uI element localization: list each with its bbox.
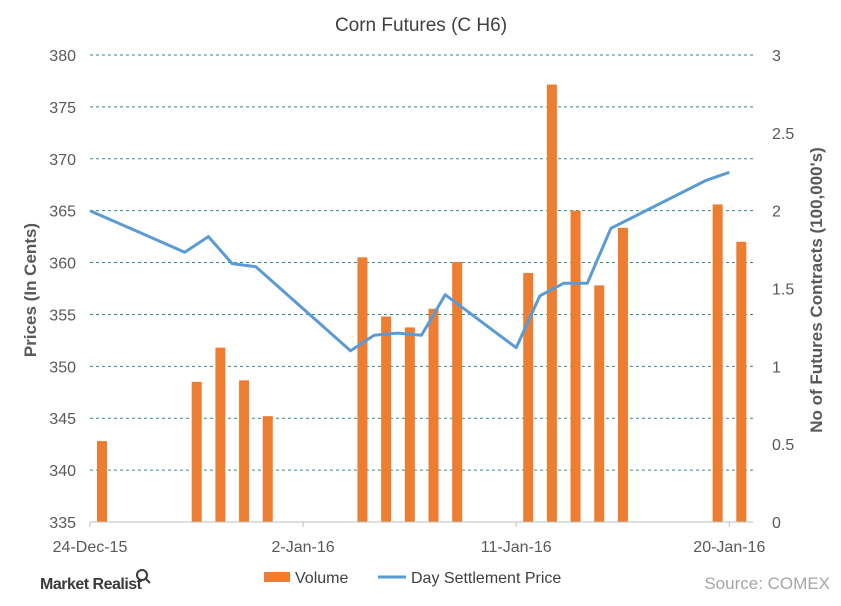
gridlines	[90, 54, 753, 471]
magnifier-handle	[145, 578, 151, 584]
volume-bar	[404, 327, 415, 522]
y-right-tick-label: 3	[772, 48, 781, 65]
legend: Volume Day Settlement Price	[264, 570, 561, 587]
volume-bar	[191, 381, 202, 522]
y-right-tick-label: 0	[772, 515, 781, 532]
legend-volume-swatch	[264, 572, 290, 582]
volume-bar	[262, 416, 273, 522]
volume-bar	[215, 347, 226, 522]
market-realist-logo: Market Realist	[40, 569, 151, 593]
y-left-tick-label: 370	[49, 152, 76, 169]
y-right-tick-label: 2.5	[772, 126, 794, 143]
volume-bar	[736, 241, 747, 523]
y-right-tick-label: 1.5	[772, 282, 794, 299]
x-tick-label: 11-Jan-16	[481, 539, 552, 556]
y-axis-right-title: No of Futures Contracts (100,000's)	[807, 147, 826, 433]
volume-bars	[97, 84, 747, 523]
volume-bar	[357, 257, 368, 522]
y-right-tick-label: 2	[772, 204, 781, 221]
logo-text: Market Realist	[40, 576, 143, 593]
volume-bar	[239, 380, 250, 522]
x-tick-label: 20-Jan-16	[693, 539, 765, 556]
y-left-tick-label: 380	[49, 48, 76, 65]
y-left-tick-label: 335	[49, 515, 76, 532]
y-right-tick-label: 1	[772, 359, 781, 376]
y-left-tick-label: 340	[49, 463, 76, 480]
volume-bar	[97, 441, 107, 522]
y-left-tick-label: 365	[49, 204, 76, 221]
y-right-tick-label: 0.5	[772, 437, 794, 454]
magnifier-icon	[136, 569, 148, 581]
volume-bar	[617, 227, 628, 523]
y-left-tick-label: 375	[49, 100, 76, 117]
volume-bar	[428, 308, 439, 522]
volume-bar	[712, 204, 723, 522]
source-text: Source: COMEX	[704, 574, 830, 593]
volume-bar	[570, 210, 581, 522]
axes: 335 340 345 350 355 360 365 370 375 380 0 0.5 1 1.5 2 2…	[49, 48, 794, 556]
volume-bar	[594, 285, 605, 522]
y-left-tick-label: 355	[49, 307, 76, 324]
volume-bar	[381, 316, 392, 522]
legend-volume-label: Volume	[295, 570, 348, 587]
volume-bar	[452, 262, 463, 522]
y-axis-left-title: Prices (In Cents)	[21, 223, 40, 357]
chart-title: Corn Futures (C H6)	[335, 15, 507, 36]
volume-bar	[523, 272, 534, 522]
price-line	[89, 170, 730, 353]
y-left-tick-label: 350	[49, 359, 76, 376]
price-line-layer	[89, 170, 730, 353]
volume-bar	[546, 84, 557, 523]
y-left-tick-label: 345	[49, 411, 76, 428]
y-left-tick-label: 360	[49, 256, 76, 273]
x-tick-label: 24-Dec-15	[53, 539, 128, 556]
legend-price-label: Day Settlement Price	[411, 570, 561, 587]
x-tick-label: 2-Jan-16	[272, 539, 335, 556]
